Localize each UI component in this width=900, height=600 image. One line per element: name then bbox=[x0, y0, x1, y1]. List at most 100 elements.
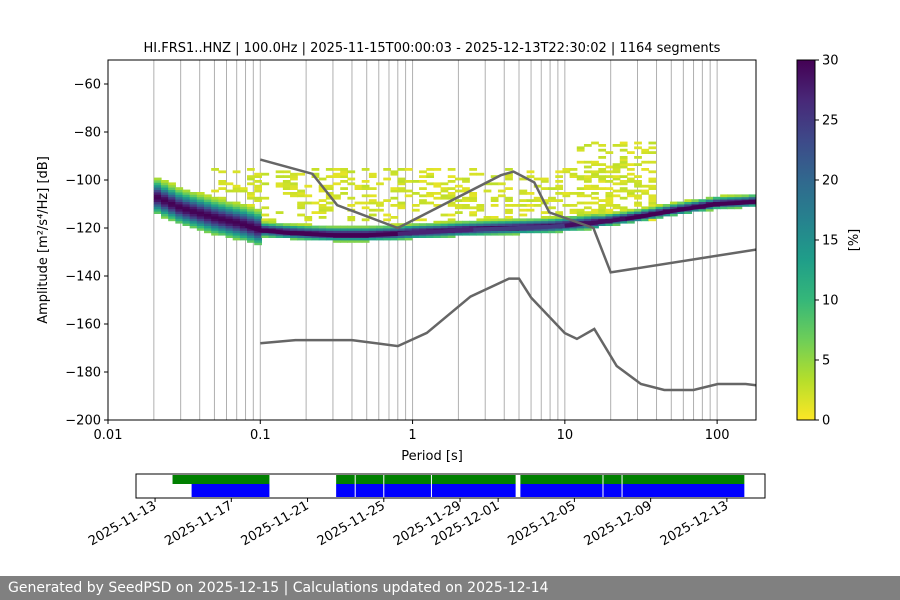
psd-bin bbox=[247, 206, 255, 210]
psd-bin bbox=[361, 218, 370, 222]
psd-bin bbox=[318, 237, 327, 241]
timeline-tick-label: 2025-11-25 bbox=[315, 498, 388, 549]
psd-bin bbox=[548, 199, 556, 202]
psd-bin bbox=[239, 232, 248, 236]
psd-bin bbox=[196, 208, 205, 212]
psd-bin bbox=[490, 199, 499, 202]
psd-bin bbox=[189, 225, 198, 229]
psd-bin bbox=[182, 199, 191, 202]
psd-bin bbox=[261, 223, 270, 226]
psd-bin bbox=[591, 196, 599, 200]
psd-bin bbox=[476, 206, 485, 210]
psd-bin bbox=[648, 206, 657, 210]
psd-bin bbox=[411, 204, 420, 207]
psd-bin bbox=[182, 216, 191, 219]
psd-bin bbox=[390, 216, 399, 219]
psd-bin bbox=[290, 177, 298, 181]
psd-bin bbox=[168, 184, 176, 188]
psd-bin bbox=[447, 175, 456, 178]
psd-bin bbox=[333, 194, 341, 198]
psd-bin bbox=[440, 232, 449, 236]
psd-bin bbox=[254, 175, 262, 178]
psd-bin bbox=[397, 168, 406, 171]
psd-bin bbox=[619, 144, 628, 147]
psd-bin bbox=[526, 223, 535, 226]
psd-bin bbox=[483, 218, 492, 222]
psd-bin bbox=[239, 204, 248, 207]
psd-bin bbox=[454, 177, 463, 181]
psd-bin bbox=[211, 232, 219, 236]
psd-bin bbox=[419, 170, 427, 174]
psd-bin bbox=[218, 216, 227, 219]
psd-bin bbox=[548, 218, 556, 222]
psd-bin bbox=[712, 199, 721, 202]
psd-bin bbox=[232, 225, 241, 229]
psd-bin bbox=[232, 218, 241, 222]
psd-bin bbox=[426, 201, 435, 205]
psd-bin bbox=[325, 237, 334, 241]
psd-bin bbox=[239, 225, 248, 229]
psd-bin bbox=[189, 216, 198, 219]
psd-bin bbox=[232, 216, 241, 219]
psd-bin bbox=[626, 180, 635, 183]
psd-bin bbox=[404, 228, 413, 231]
psd-bin bbox=[648, 204, 657, 207]
psd-bin bbox=[175, 206, 184, 210]
timeline-tick-label: 2025-11-17 bbox=[162, 498, 235, 549]
psd-bin bbox=[340, 187, 348, 190]
psd-bin bbox=[583, 177, 592, 181]
psd-bin bbox=[218, 187, 227, 190]
psd-bin bbox=[153, 187, 162, 190]
psd-bin bbox=[433, 196, 442, 200]
psd-bin bbox=[519, 208, 528, 212]
psd-bin bbox=[490, 216, 499, 219]
psd-bin bbox=[196, 199, 205, 202]
psd-bin bbox=[232, 235, 241, 238]
psd-bin bbox=[218, 223, 227, 226]
psd-bin bbox=[720, 196, 728, 200]
psd-bin bbox=[268, 218, 277, 222]
psd-bin bbox=[268, 225, 277, 229]
psd-bin bbox=[433, 232, 442, 236]
psd-bin bbox=[591, 211, 599, 214]
psd-bin bbox=[576, 228, 585, 231]
psd-bin bbox=[469, 232, 478, 236]
psd-bin bbox=[182, 194, 191, 198]
psd-bin bbox=[598, 218, 607, 222]
psd-bin bbox=[748, 194, 756, 198]
psd-bin bbox=[540, 216, 549, 219]
psd-bin bbox=[598, 206, 607, 210]
psd-bin bbox=[247, 168, 255, 171]
psd-bin bbox=[476, 208, 485, 212]
psd-bin bbox=[569, 216, 578, 219]
psd-bin bbox=[247, 177, 255, 181]
psd-bin bbox=[598, 199, 607, 202]
psd-bin bbox=[275, 232, 284, 236]
psd-bin bbox=[153, 194, 162, 198]
psd-bin bbox=[304, 230, 313, 234]
timeline-bars bbox=[172, 475, 745, 497]
psd-bin bbox=[605, 204, 614, 207]
psd-bin bbox=[469, 213, 478, 217]
psd-bin bbox=[469, 225, 478, 229]
psd-bin bbox=[591, 208, 599, 212]
psd-bin bbox=[490, 223, 499, 226]
psd-bin bbox=[404, 194, 413, 198]
psd-bin bbox=[440, 235, 449, 238]
chart-title: HI.FRS1..HNZ | 100.0Hz | 2025-11-15T00:0… bbox=[144, 41, 721, 56]
psd-bin bbox=[275, 211, 284, 214]
psd-bin bbox=[232, 187, 241, 190]
psd-bin bbox=[404, 180, 413, 183]
psd-bin bbox=[211, 220, 219, 224]
psd-bin bbox=[153, 189, 162, 193]
colorbar-tick-label: 25 bbox=[822, 114, 839, 129]
psd-bin bbox=[397, 187, 406, 190]
psd-bin bbox=[591, 175, 599, 178]
psd-bin bbox=[254, 187, 262, 190]
psd-bin bbox=[440, 189, 449, 193]
psd-bin bbox=[325, 228, 334, 231]
psd-bin bbox=[555, 218, 564, 222]
psd-bin bbox=[153, 196, 162, 200]
psd-bin bbox=[390, 187, 399, 190]
